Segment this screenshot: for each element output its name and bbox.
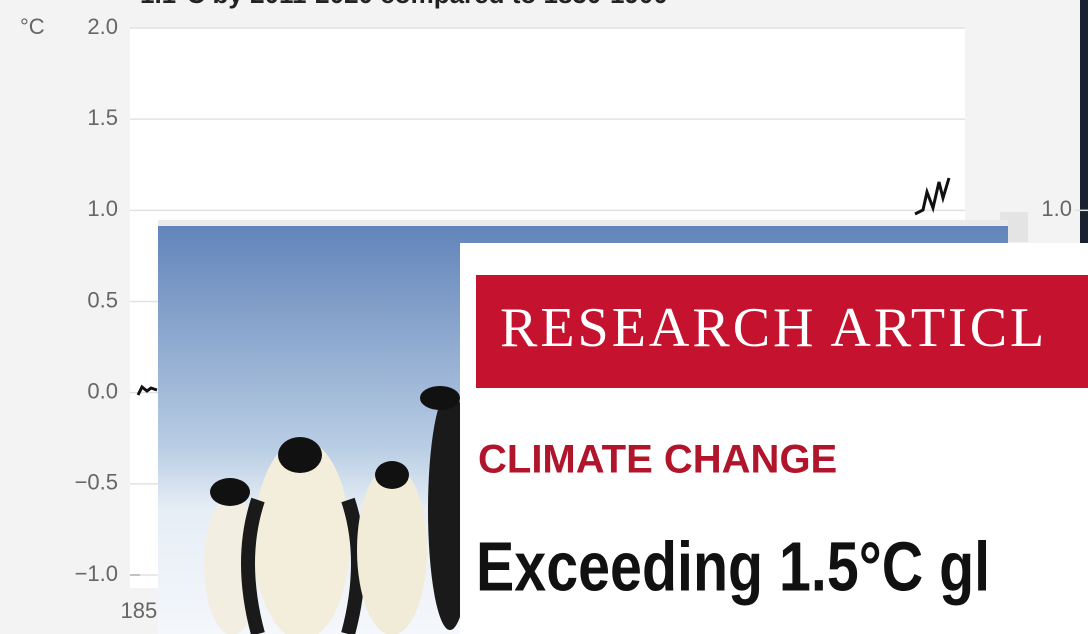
y-tick-label: −0.5 [75, 470, 118, 495]
y-tick-label: 1.0 [1041, 196, 1072, 221]
headline: Exceeding 1.5°C gl [476, 527, 990, 606]
photo-border [158, 220, 1008, 226]
y-tick-label: 0.5 [87, 287, 118, 312]
section-label: CLIMATE CHANGE [478, 438, 837, 482]
article-panel: RESEARCH ARTICL CLIMATE CHANGE Exceeding… [460, 243, 1088, 634]
penguins [204, 386, 472, 634]
y-tick-label: 1.5 [87, 105, 118, 130]
banner-text: RESEARCH ARTICL [500, 297, 1047, 359]
line-fragment [136, 384, 158, 396]
y-tick-label: 1.0 [87, 196, 118, 221]
y-tick-label: −1.0 [75, 561, 118, 586]
line-fragment [914, 177, 951, 216]
y-tick-label: 2.0 [87, 14, 118, 39]
article-banner [476, 275, 1088, 388]
chart-title: 1.1°C by 2011-2020 compared to 1850-1900 [140, 0, 668, 9]
y-tick-label: 0.0 [87, 378, 118, 403]
y-unit: °C [20, 14, 45, 39]
